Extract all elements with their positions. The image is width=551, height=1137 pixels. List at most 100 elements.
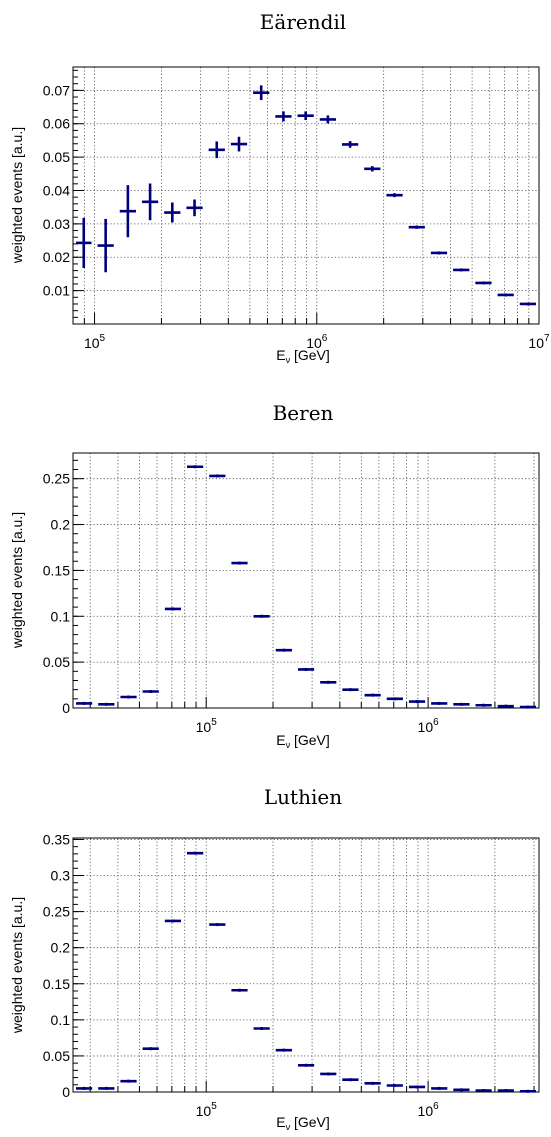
data-point (453, 1088, 470, 1092)
data-point (253, 614, 270, 618)
x-tick-labels: 105 106 (196, 1101, 439, 1119)
data-series (76, 851, 537, 1093)
data-point (120, 695, 137, 699)
y-tick-labels: 0.01 0.02 0.03 0.04 0.05 0.06 0.07 (43, 82, 70, 298)
data-point (231, 561, 248, 565)
y-tick-label: 0.1 (51, 1012, 71, 1028)
y-tick-labels: 0 0.05 0.1 0.15 0.2 0.25 (43, 471, 70, 716)
data-point (76, 701, 93, 705)
data-point (253, 1027, 270, 1030)
data-point (364, 693, 381, 697)
axis-ticks (73, 838, 535, 1093)
data-point (76, 217, 92, 268)
x-tick-labels: 105 106 107 (84, 333, 550, 351)
x-axis-label: Eν [GeV] (276, 347, 330, 365)
data-point (275, 111, 292, 122)
plot-frame (72, 452, 540, 709)
x-tick-label: 107 (528, 333, 550, 351)
data-point (275, 648, 292, 652)
data-point (497, 704, 514, 708)
data-point (342, 688, 359, 692)
x-tick-label: 105 (196, 717, 218, 735)
x-tick-label: 106 (418, 1101, 440, 1119)
data-point (408, 1085, 426, 1089)
data-point (142, 1047, 159, 1051)
data-point (97, 218, 114, 273)
data-point (208, 141, 225, 159)
chart-title: Eärendil (260, 10, 346, 34)
plot-frame (72, 66, 540, 325)
data-point (98, 1086, 115, 1090)
data-point (297, 667, 315, 671)
y-tick-label: 0.04 (43, 182, 70, 198)
axis-ticks (72, 69, 540, 325)
y-tick-label: 0.2 (51, 517, 71, 533)
data-series (76, 85, 536, 306)
data-point (386, 697, 403, 701)
data-point (497, 1089, 514, 1093)
y-tick-label: 0.01 (43, 283, 70, 299)
data-point (386, 1084, 403, 1088)
y-tick-labels: 0 0.05 0.1 0.15 0.2 0.25 0.3 0.35 (43, 831, 70, 1100)
data-point (209, 923, 226, 927)
grid (73, 453, 539, 708)
y-tick-label: 0.03 (43, 216, 70, 232)
data-point (386, 193, 403, 198)
data-point (475, 1089, 492, 1093)
data-point (186, 851, 204, 855)
data-point (364, 1081, 381, 1085)
data-point (142, 689, 159, 693)
grid (73, 838, 539, 1092)
data-point (120, 1079, 137, 1083)
data-point (431, 701, 448, 705)
data-point (519, 302, 536, 306)
data-point (141, 183, 159, 221)
chart-panel-beren: Beren 0 0.05 0.1 0.15 0.2 0.25 105 106 Eν [GeV… (9, 401, 540, 750)
y-tick-label: 0.05 (43, 149, 70, 165)
data-point (408, 700, 426, 704)
data-point (209, 474, 226, 478)
data-point (519, 705, 537, 709)
y-tick-label: 0.15 (43, 562, 70, 578)
y-tick-label: 0.1 (51, 608, 71, 624)
data-point (98, 702, 115, 706)
chart-panel-earendil: Eärendil 0.01 0.02 0.03 0.04 0.05 0.06 0.07 10… (9, 10, 550, 365)
y-tick-label: 0.15 (43, 976, 70, 992)
y-tick-label: 0.25 (43, 471, 70, 487)
data-point (297, 1063, 315, 1067)
y-tick-label: 0.02 (43, 249, 70, 265)
y-tick-label: 0.05 (43, 1048, 70, 1064)
data-point (253, 85, 270, 101)
y-tick-label: 0.3 (51, 868, 71, 884)
chart-title: Luthien (264, 785, 342, 809)
y-axis-label: weighted events [a.u.] (9, 512, 25, 649)
data-point (320, 680, 337, 684)
plot-frame (72, 837, 540, 1093)
y-tick-label: 0.07 (43, 82, 70, 98)
data-point (186, 199, 203, 217)
x-tick-label: 106 (306, 333, 328, 351)
chart-panel-luthien: Luthien 00.050.10.150.20.250.30.35 105 10… (9, 785, 540, 1132)
data-point (519, 1089, 537, 1093)
x-axis-label: Eν [GeV] (276, 1114, 330, 1132)
data-point (231, 988, 248, 992)
y-tick-label: 0.25 (43, 904, 70, 920)
y-tick-label: 0.05 (43, 654, 70, 670)
y-tick-label: 0.2 (51, 940, 71, 956)
data-point (164, 202, 181, 223)
y-axis-label: weighted events [a.u.] (9, 127, 25, 264)
data-point (453, 702, 470, 706)
y-tick-label: 0.06 (43, 116, 70, 132)
data-point (475, 703, 492, 707)
chart-title: Beren (273, 401, 334, 425)
y-tick-label: 0 (62, 700, 70, 716)
data-point (319, 115, 336, 124)
y-tick-label: 0 (62, 1084, 70, 1100)
data-point (297, 111, 314, 121)
data-point (164, 607, 181, 611)
y-axis-label: weighted events [a.u.] (9, 897, 25, 1034)
data-series (76, 465, 537, 709)
x-axis-label: Eν [GeV] (276, 732, 330, 750)
data-point (119, 185, 136, 238)
data-point (186, 465, 204, 469)
